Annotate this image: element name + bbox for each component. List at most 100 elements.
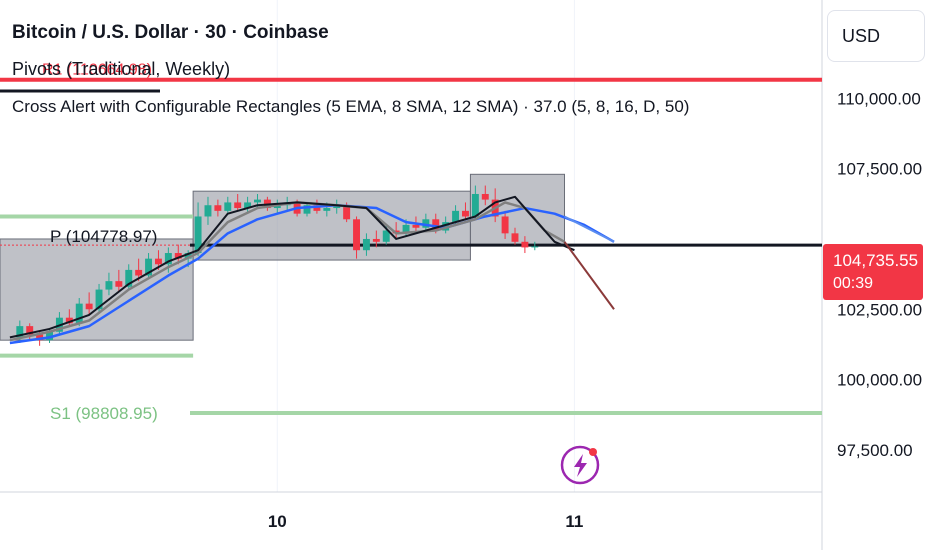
y-tick-label: 100,000.00 xyxy=(837,371,922,390)
candle-body xyxy=(174,253,182,259)
candle-body xyxy=(432,219,440,231)
candle xyxy=(224,196,232,214)
candle-body xyxy=(115,281,123,287)
candle xyxy=(362,233,370,256)
last-price-value: 104,735.55 xyxy=(833,251,919,270)
candle-body xyxy=(521,241,529,248)
candle-body xyxy=(333,205,341,209)
candle xyxy=(65,309,73,327)
candle-body xyxy=(204,205,212,217)
candle-body xyxy=(85,303,93,310)
candle xyxy=(422,213,430,231)
candle-body xyxy=(184,253,192,259)
candle-body xyxy=(402,224,410,234)
candle xyxy=(511,227,519,245)
candle-body xyxy=(105,281,113,290)
y-tick-label: 110,000.00 xyxy=(837,89,921,108)
candle-body xyxy=(125,269,133,287)
candle xyxy=(174,244,182,265)
candle xyxy=(481,185,489,206)
candle-body xyxy=(154,258,162,265)
candle xyxy=(244,196,252,214)
candle-body xyxy=(234,202,242,209)
candle xyxy=(105,272,113,296)
candle-body xyxy=(65,317,73,324)
candle-body xyxy=(412,224,420,228)
pivot-r1-label: R1 (110664.98) xyxy=(42,62,152,79)
candle xyxy=(125,264,133,290)
candle xyxy=(234,193,242,211)
y-tick-label: 102,500.00 xyxy=(837,300,922,319)
candle-body xyxy=(194,216,202,254)
candle-body xyxy=(353,219,360,251)
x-tick-label: 11 xyxy=(565,512,583,531)
candle xyxy=(273,199,281,214)
candle-body xyxy=(135,269,143,276)
candle xyxy=(501,210,509,239)
y-tick-label: 107,500.00 xyxy=(837,160,922,179)
candle-body xyxy=(214,205,222,211)
candle-body xyxy=(343,205,351,220)
candle xyxy=(531,241,539,251)
lightning-assistant-icon xyxy=(560,445,600,485)
candle xyxy=(26,323,34,341)
candle-body xyxy=(95,289,103,310)
candle-body xyxy=(481,193,489,200)
candle xyxy=(462,202,469,220)
currency-button[interactable]: USD xyxy=(827,10,925,62)
candle-body xyxy=(224,202,232,211)
candle xyxy=(194,202,202,256)
candle-body xyxy=(501,216,509,234)
candle-body xyxy=(164,253,172,265)
candle xyxy=(372,230,380,248)
candle-body xyxy=(462,210,469,217)
candle xyxy=(412,216,420,234)
candle xyxy=(303,202,311,217)
y-tick-label: 97,500.00 xyxy=(837,441,913,460)
candle-body xyxy=(244,202,252,209)
candle xyxy=(115,269,123,293)
ema5-line xyxy=(9,195,575,339)
projection-red-line xyxy=(563,241,615,310)
logo-bolt xyxy=(574,454,587,477)
candle xyxy=(471,185,479,220)
candle-body xyxy=(323,208,331,211)
candle-body xyxy=(452,210,460,223)
bar-countdown: 00:39 xyxy=(833,275,874,292)
candle-body xyxy=(471,193,479,217)
symbol-title[interactable]: Bitcoin / U.S. Dollar · 30 · Coinbase xyxy=(12,22,329,43)
candle xyxy=(85,292,93,315)
candle-body xyxy=(75,303,83,324)
candle-body xyxy=(46,331,53,341)
projection-blue-line xyxy=(564,215,615,243)
candle-body xyxy=(254,199,261,203)
candle-body xyxy=(16,326,24,338)
logo-ring xyxy=(560,445,600,485)
candle xyxy=(145,253,153,279)
sma12-line xyxy=(9,203,615,345)
candle xyxy=(521,236,529,254)
pivot-p-label: P (104778.97) xyxy=(50,227,157,246)
candle-body xyxy=(362,238,370,251)
indicator-cross-alert-label[interactable]: Cross Alert with Configurable Rectangles… xyxy=(12,97,690,116)
indicator-pivots-label[interactable]: Pivots (Traditional, Weekly) xyxy=(12,59,231,79)
candle xyxy=(214,199,222,217)
candle-body xyxy=(273,205,281,209)
candle-body xyxy=(511,233,519,242)
candle-body xyxy=(382,230,390,242)
candle xyxy=(204,196,212,225)
x-tick-label: 10 xyxy=(268,512,287,531)
candle-body xyxy=(422,219,430,228)
candle-body xyxy=(26,326,34,335)
pivot-s1-label: S1 (98808.95) xyxy=(50,404,158,423)
candle xyxy=(75,298,83,327)
candle-body xyxy=(313,205,321,211)
candle xyxy=(333,199,341,214)
candle-body xyxy=(531,246,539,248)
candle-body xyxy=(145,258,153,276)
candle-body xyxy=(372,238,380,242)
candle-body xyxy=(303,205,311,214)
last-price-tag: 104,735.55 00:39 xyxy=(823,244,923,300)
